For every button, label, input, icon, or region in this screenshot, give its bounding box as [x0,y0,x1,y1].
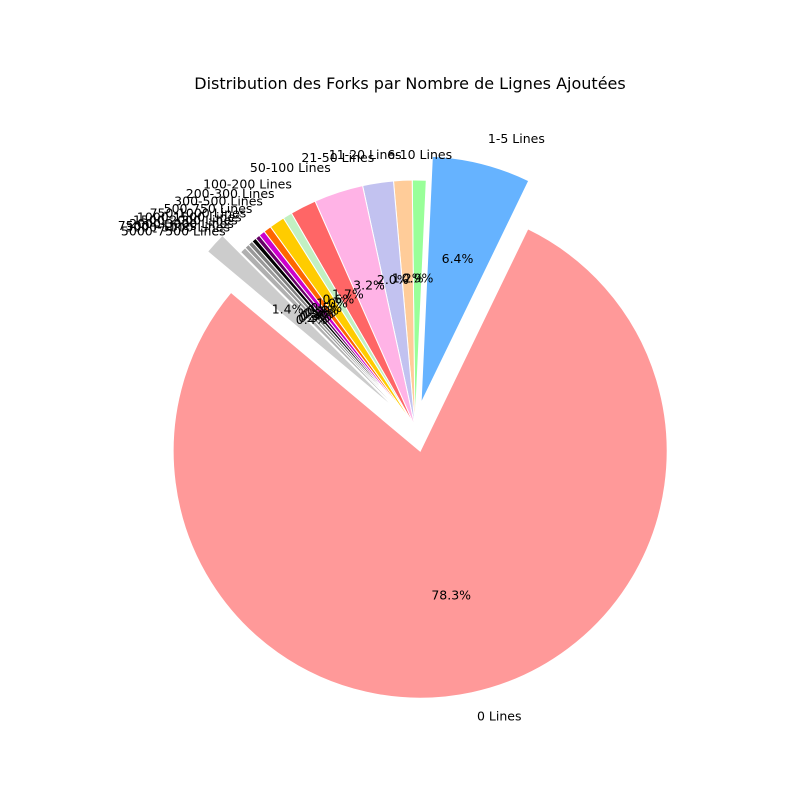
slice-5000-7500-lines [239,247,416,428]
pct-label-300-500-lines: 1.0% [316,296,348,311]
chart-title: Distribution des Forks par Nombre de Lig… [194,74,625,93]
label-7500-plus-lines: 7500+ Lines [118,218,197,233]
label-50-100-lines: 50-100 Lines [250,160,331,175]
label-2000-3000-lines: 2000-3000 Lines [129,216,234,231]
pct-label-21-50-lines: 2.0% [377,272,409,287]
pct-label-5000-7500-lines: 0.4% [296,312,328,327]
label-0-lines: 0 Lines [477,708,522,723]
pct-label-50-100-lines: 3.2% [353,278,385,293]
label-6-10-lines: 6-10 Lines [387,147,452,162]
pie-slices [172,155,668,699]
label-1000-1500-lines: 1000-1500 Lines [137,209,242,224]
slice-7500-plus-lines [206,234,398,411]
label-5000-7500-lines: 5000-7500 Lines [121,224,226,239]
label-100-200-lines: 100-200 Lines [203,176,292,191]
slice-0-lines [172,228,668,699]
label-300-500-lines: 300-500 Lines [174,193,263,208]
pct-label-0-lines: 78.3% [431,588,471,603]
pct-label-750-1000-lines: 0.4% [307,302,339,317]
slice-1-5-lines [420,155,530,404]
pct-label-1-5-lines: 6.4% [442,251,474,266]
label-3000-5000-lines: 3000-5000 Lines [125,220,230,235]
pct-label-11-20-lines: 1.2% [392,270,424,285]
pct-label-200-300-lines: 0.6% [323,292,355,307]
pct-label-1000-1500-lines: 0.3% [305,304,337,319]
pct-label-2000-3000-lines: 0.3% [300,308,332,323]
label-11-20-lines: 11-20 Lines [329,147,402,162]
label-1500-2000-lines: 1500-2000 Lines [133,213,238,228]
label-750-1000-lines: 750-1000 Lines [150,206,247,221]
pct-label-7500-plus-lines: 1.4% [272,302,304,317]
percentage-labels: 78.3% 6.4% 0.9%1.2%2.0%3.2%1.7%0.6%1.0%0.5… [272,251,474,603]
label-1-5-lines: 1-5 Lines [488,131,545,146]
pct-label-3000-5000-lines: 0.3% [298,310,330,325]
label-21-50-lines: 21-50 Lines [301,150,374,165]
pct-label-6-10-lines: 0.9% [402,270,434,285]
pct-label-1500-2000-lines: 0.3% [302,306,334,321]
pct-label-100-200-lines: 1.7% [332,286,364,301]
label-200-300-lines: 200-300 Lines [186,186,275,201]
pct-label-500-750-lines: 0.5% [310,300,342,315]
label-500-750-lines: 500-750 Lines [164,201,253,216]
